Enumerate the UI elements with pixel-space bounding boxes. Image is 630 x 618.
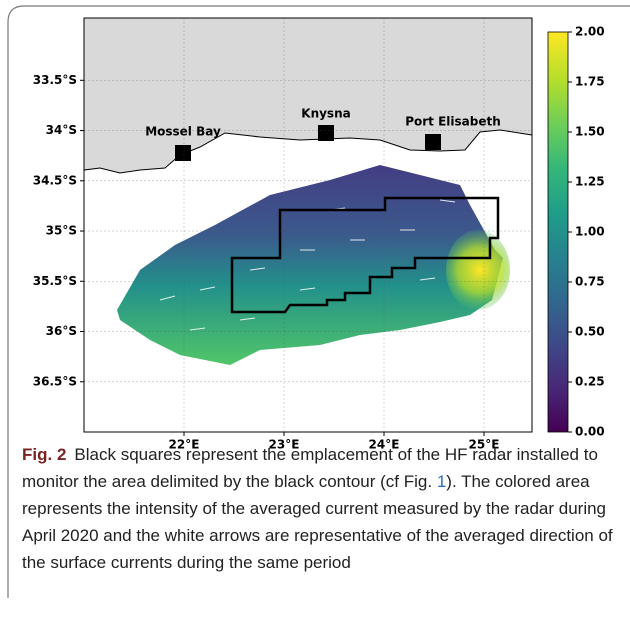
colorbar-tick-label: 0.50 bbox=[575, 325, 605, 339]
lat-tick-label: 34°S bbox=[46, 123, 77, 137]
colorbar-tick-label: 1.00 bbox=[575, 225, 605, 239]
caption-text: ). The colored area represents the inten… bbox=[22, 472, 613, 572]
caption: Fig. 2 Black squares represent the emplac… bbox=[22, 441, 622, 576]
colorbar-tick-label: 1.75 bbox=[575, 75, 605, 89]
lat-tick-label: 36°S bbox=[46, 324, 77, 338]
colorbar-tick-label: 0.00 bbox=[575, 425, 605, 439]
colorbar bbox=[547, 31, 569, 433]
lat-tick-label: 36.5°S bbox=[33, 374, 77, 388]
lat-tick-label: 35°S bbox=[46, 224, 77, 238]
lat-tick-label: 34.5°S bbox=[33, 173, 77, 187]
place-label: Port Elisabeth bbox=[405, 115, 501, 129]
place-label: Knysna bbox=[301, 107, 350, 121]
colorbar-tick-label: 2.00 bbox=[575, 25, 605, 39]
radar-site bbox=[318, 125, 334, 141]
colorbar-tick-label: 0.75 bbox=[575, 275, 605, 289]
colorbar-tick-label: 1.50 bbox=[575, 125, 605, 139]
caption-label: Fig. 2 bbox=[22, 445, 67, 464]
colorbar-tick-label: 1.25 bbox=[575, 175, 605, 189]
current-field-high bbox=[446, 230, 510, 310]
map-frame bbox=[83, 17, 533, 433]
map: Mossel Bay Knysna Port Elisabeth bbox=[83, 17, 533, 433]
figure-link[interactable]: 1 bbox=[436, 472, 447, 491]
current-arrows bbox=[159, 199, 456, 331]
lon-tick-label: 23°E bbox=[269, 438, 300, 452]
lat-tick-label: 35.5°S bbox=[33, 274, 77, 288]
current-field bbox=[117, 165, 503, 365]
figure-frame bbox=[7, 5, 630, 598]
lat-tick-label: 33.5°S bbox=[33, 73, 77, 87]
lon-tick-label: 25°E bbox=[469, 438, 500, 452]
colorbar-tick-label: 0.25 bbox=[575, 375, 605, 389]
lon-tick-label: 24°E bbox=[369, 438, 400, 452]
land bbox=[83, 17, 533, 174]
radar-site bbox=[425, 134, 441, 150]
radar-site bbox=[175, 145, 191, 161]
place-label: Mossel Bay bbox=[145, 125, 221, 139]
caption-text: Black squares represent the emplacement … bbox=[22, 445, 598, 491]
radar-contour bbox=[230, 196, 500, 314]
lon-tick-label: 22°E bbox=[169, 438, 200, 452]
